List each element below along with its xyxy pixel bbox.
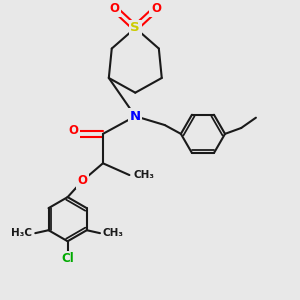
Text: O: O xyxy=(151,2,161,15)
Text: O: O xyxy=(77,174,87,188)
Text: Cl: Cl xyxy=(61,252,74,266)
Text: O: O xyxy=(68,124,79,137)
Text: H₃C: H₃C xyxy=(11,228,32,238)
Text: S: S xyxy=(130,22,140,34)
Text: CH₃: CH₃ xyxy=(103,228,124,238)
Text: O: O xyxy=(110,2,120,15)
Text: CH₃: CH₃ xyxy=(134,170,155,180)
Text: N: N xyxy=(130,110,141,123)
